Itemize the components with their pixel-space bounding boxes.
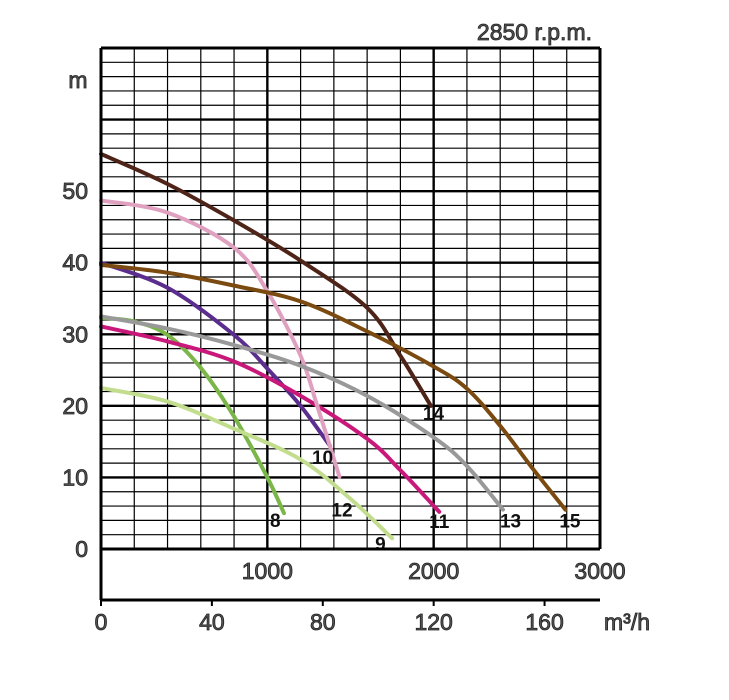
curve-label-13: 13 <box>500 512 521 533</box>
x-tick-label: 40 <box>199 609 225 635</box>
curve-14 <box>99 151 433 408</box>
x2-tick-label: 2000 <box>408 558 459 584</box>
curve-13 <box>99 314 505 512</box>
grid <box>99 46 602 551</box>
axes: 0 10 20 30 40 50 0 40 80 120 160 1000 2000 3000 <box>62 46 626 635</box>
x-tick-label: 0 <box>95 609 108 635</box>
x2-tick-label: 1000 <box>242 558 293 584</box>
curve-label-9: 9 <box>375 534 386 555</box>
curve-9 <box>99 385 395 541</box>
y-tick-label: 20 <box>62 393 88 419</box>
y-tick-label: 10 <box>62 464 88 490</box>
x-tick-label: 160 <box>525 609 563 635</box>
chart-title: 2850 r.p.m. <box>477 19 592 45</box>
x2-tick-label: 3000 <box>574 558 625 584</box>
curve-label-15: 15 <box>559 512 581 533</box>
y-axis-label: m <box>68 67 87 93</box>
y-tick-label: 0 <box>75 536 88 562</box>
curves <box>99 151 568 541</box>
y-tick-label: 30 <box>62 321 88 347</box>
curve-label-14: 14 <box>423 404 445 425</box>
curve-label-11: 11 <box>429 512 450 533</box>
x-axis-label: m³/h <box>604 609 650 635</box>
curve-12 <box>99 198 342 479</box>
y-tick-label: 50 <box>62 178 88 204</box>
x-tick-label: 120 <box>414 609 452 635</box>
curve-15 <box>99 262 568 512</box>
curve-label-12: 12 <box>331 501 352 522</box>
x-tick-label: 80 <box>310 609 336 635</box>
curve-10 <box>99 260 332 448</box>
curve-label-10: 10 <box>312 448 333 469</box>
curve-label-8: 8 <box>270 511 281 532</box>
curve-11 <box>99 324 442 514</box>
y-tick-label: 40 <box>62 250 88 276</box>
curve-labels: 8 9 10 11 12 13 14 15 <box>270 404 581 555</box>
